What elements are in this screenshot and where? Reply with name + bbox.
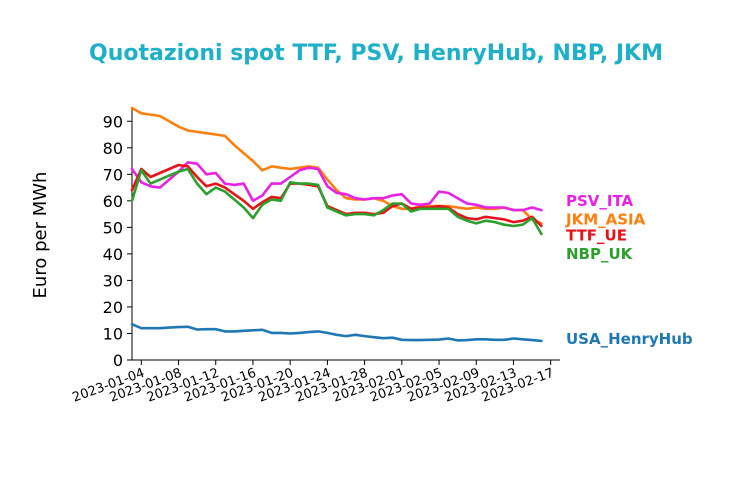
series-label-ttf-ue: TTF_UE — [566, 226, 627, 244]
series-line-ttf-ue — [130, 163, 543, 228]
y-tick-label: 90 — [103, 112, 123, 131]
y-tick-label: 0 — [113, 351, 123, 370]
y-tick-label: 40 — [103, 245, 123, 264]
y-tick-label: 70 — [103, 165, 123, 184]
series-label-jkm-asia: JKM_ASIA — [565, 210, 646, 228]
y-tick-label: 60 — [103, 192, 123, 211]
series-label-psv-ita: PSV_ITA — [566, 192, 634, 210]
y-tick-label: 30 — [103, 271, 123, 290]
series-line-psv-ita — [130, 161, 543, 212]
series-line-nbp-uk — [130, 167, 543, 236]
series-line-usa-henryhub — [130, 322, 543, 343]
plot-area: 01020304050607080902023-01-042023-01-082… — [71, 106, 693, 406]
y-tick-label: 80 — [103, 139, 123, 158]
y-tick-label: 20 — [103, 298, 123, 317]
series-label-nbp-uk: NBP_UK — [566, 245, 634, 263]
chart-title: Quotazioni spot TTF, PSV, HenryHub, NBP,… — [89, 41, 663, 66]
y-tick-label: 10 — [103, 324, 123, 343]
series-label-usa-henryhub: USA_HenryHub — [566, 330, 693, 348]
y-axis-label: Euro per MWh — [30, 172, 51, 299]
y-tick-label: 50 — [103, 218, 123, 237]
series-line-jkm-asia — [130, 106, 543, 225]
